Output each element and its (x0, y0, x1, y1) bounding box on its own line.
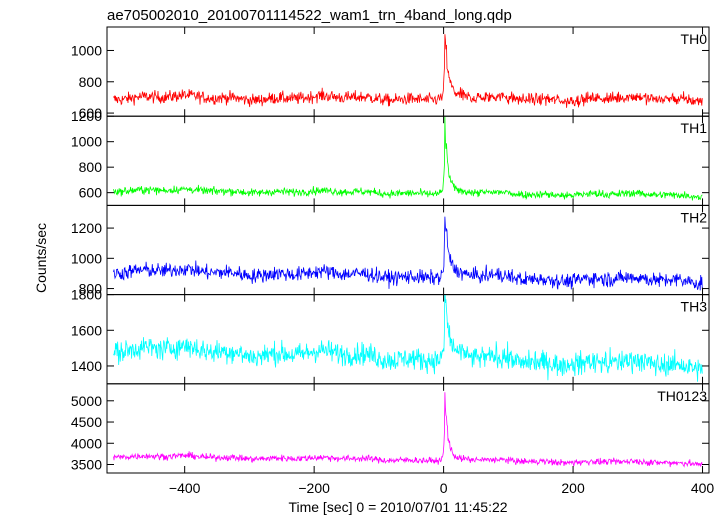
y-tick-label: 1000 (71, 42, 102, 58)
x-tick-label: −200 (298, 480, 330, 496)
panel-th2: 800 1000 1200 TH2 (71, 204, 710, 297)
y-tick-label: 600 (79, 185, 103, 201)
panel-th3: 1400 1600 1800 TH3 (71, 287, 710, 385)
x-tick-label: 0 (440, 480, 448, 496)
y-axis-title: Counts/sec (33, 223, 49, 293)
x-tick-label: 200 (561, 480, 585, 496)
y-tick-label: 5000 (71, 393, 102, 409)
panel-frame (106, 383, 710, 474)
y-tick-label: 800 (79, 281, 103, 297)
y-tick-label: 1400 (71, 358, 102, 374)
chart-title: ae705002010_20100701114522_wam1_trn_4ban… (107, 7, 512, 24)
y-tick-label: 1200 (71, 108, 102, 124)
y-tick-label: 4000 (71, 435, 102, 451)
panel-frame (106, 294, 710, 385)
y-tick-label: 800 (79, 159, 103, 175)
y-tick-label: 1600 (71, 322, 102, 338)
y-tick-label: 1200 (71, 220, 102, 236)
panel-label-th3: TH3 (681, 299, 708, 315)
panels-group: 600 800 1000 TH0 600 800 1000 1200 TH1 800 1000 120… (71, 26, 710, 474)
panel-label-th0123: TH0123 (657, 388, 707, 404)
x-axis: −400 −200 0 200 400 (169, 480, 715, 496)
series-line-th1 (113, 116, 703, 201)
y-tick-label: 1000 (71, 250, 102, 266)
y-tick-label: 600 (79, 105, 103, 121)
y-tick-label: 1800 (71, 287, 102, 303)
y-tick-label: 800 (79, 74, 103, 90)
panel-frame (106, 26, 710, 117)
y-tick-label: 3500 (71, 457, 102, 473)
series-line-th3 (113, 294, 703, 382)
y-tick-label: 4500 (71, 414, 102, 430)
panel-th0123: 3500 4000 4500 5000 TH0123 (71, 383, 710, 474)
panel-label-th1: TH1 (681, 120, 708, 136)
panel-th1: 600 800 1000 1200 TH1 (71, 108, 710, 206)
series-line-th0123 (113, 392, 703, 468)
x-tick-label: −400 (169, 480, 201, 496)
x-tick-label: 400 (691, 480, 715, 496)
panel-frame (106, 204, 710, 296)
panel-th0: 600 800 1000 TH0 (71, 26, 710, 121)
y-tick-label: 1000 (71, 134, 102, 150)
x-axis-title: Time [sec] 0 = 2010/07/01 11:45:22 (288, 499, 507, 515)
panel-label-th2: TH2 (681, 209, 708, 225)
series-line-th0 (113, 34, 703, 108)
panel-label-th0: TH0 (681, 31, 708, 47)
series-line-th2 (113, 216, 703, 291)
